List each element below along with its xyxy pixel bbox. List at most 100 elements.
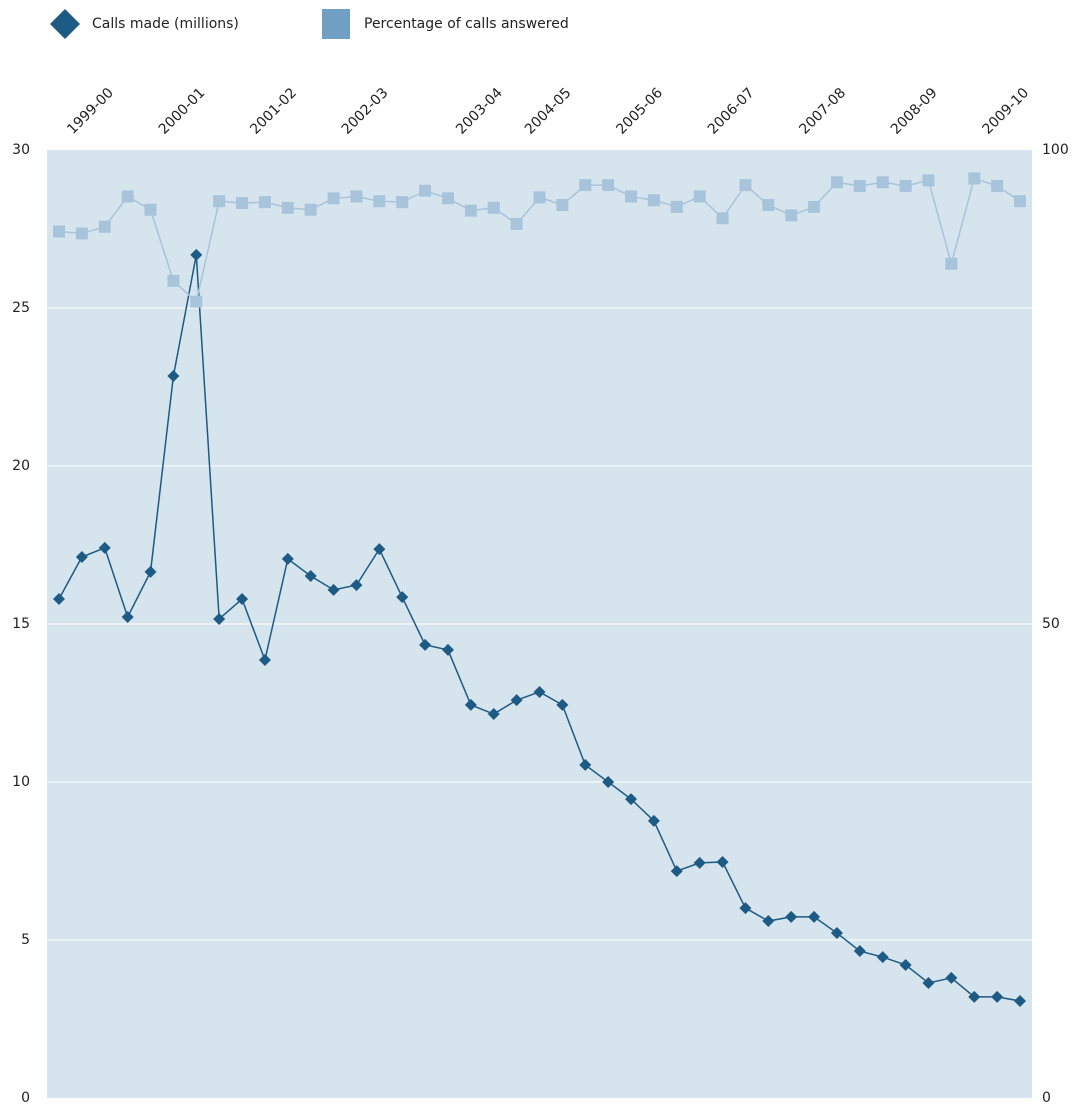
y-tick-label: 5: [21, 932, 30, 948]
y-tick-label: 10: [12, 774, 30, 790]
x-tick-label: 2004-05: [522, 85, 575, 138]
marker: [121, 611, 134, 624]
marker: [968, 990, 981, 1003]
marker: [373, 195, 386, 208]
x-tick-label: 2005-06: [613, 85, 666, 138]
marker: [808, 200, 821, 213]
marker: [922, 976, 935, 989]
marker: [190, 295, 203, 308]
y-tick-label: 30: [12, 142, 30, 158]
marker: [167, 369, 180, 382]
marker: [762, 915, 775, 928]
marker: [945, 257, 958, 270]
marker: [121, 190, 134, 203]
marker: [98, 220, 111, 233]
marker: [258, 196, 271, 209]
marker: [75, 227, 88, 240]
marker: [579, 758, 592, 771]
marker: [419, 638, 432, 651]
y-tick-label: 0: [21, 1090, 30, 1105]
y-tick-label: 25: [12, 300, 30, 316]
marker: [327, 583, 340, 596]
marker: [830, 927, 843, 940]
marker: [991, 180, 1004, 193]
marker: [98, 541, 111, 554]
x-tick-label: 2000-01: [156, 85, 209, 138]
marker: [487, 708, 500, 721]
marker: [396, 591, 409, 604]
marker: [602, 179, 615, 192]
marker: [762, 198, 775, 211]
marker: [144, 203, 157, 216]
legend-label: Calls made (millions): [92, 16, 239, 32]
marker: [785, 209, 798, 222]
marker: [579, 179, 592, 192]
marker: [510, 217, 523, 230]
marker: [647, 814, 660, 827]
x-tick-label: 2009-10: [979, 85, 1032, 138]
marker: [853, 945, 866, 958]
marker: [464, 698, 477, 711]
marker: [533, 191, 546, 204]
x-tick-label: 2003-04: [453, 85, 506, 138]
marker: [441, 192, 454, 205]
marker: [991, 990, 1004, 1003]
x-tick-label: 2007-08: [796, 85, 849, 138]
marker: [510, 694, 523, 707]
marker: [350, 190, 363, 203]
marker: [716, 855, 729, 868]
marker: [53, 593, 65, 606]
marker: [922, 174, 935, 187]
marker: [236, 593, 249, 606]
marker: [876, 176, 889, 189]
x-tick-label: 1999-00: [64, 85, 117, 138]
marker: [830, 176, 843, 189]
marker: [647, 194, 660, 207]
marker: [53, 225, 65, 238]
marker: [899, 958, 912, 971]
marker: [602, 776, 615, 788]
marker: [281, 201, 294, 214]
marker: [258, 654, 271, 667]
x-tick-label: 2002-03: [339, 85, 392, 138]
marker: [716, 212, 729, 225]
marker: [213, 195, 226, 208]
marker: [625, 190, 638, 203]
marker: [625, 793, 638, 806]
marker: [945, 971, 958, 984]
marker: [190, 248, 203, 261]
marker: [693, 856, 706, 869]
marker: [350, 579, 363, 592]
marker: [236, 197, 249, 210]
x-tick-label: 2006-07: [705, 85, 758, 138]
marker: [144, 565, 157, 578]
marker: [739, 902, 752, 915]
marker: [373, 543, 386, 556]
x-tick-label: 2008-09: [888, 85, 941, 138]
marker: [441, 643, 454, 656]
marker: [670, 865, 683, 878]
x-tick-label: 2001-02: [247, 85, 300, 138]
marker: [853, 180, 866, 193]
marker: [213, 612, 226, 625]
y2-tick-label: 100: [1042, 142, 1069, 158]
legend-label: Percentage of calls answered: [364, 16, 569, 32]
marker: [1014, 994, 1026, 1007]
marker: [487, 201, 500, 214]
marker: [739, 179, 752, 192]
y-tick-label: 20: [12, 458, 30, 474]
marker: [419, 184, 432, 197]
marker: [304, 569, 317, 582]
y2-tick-label: 0: [1042, 1090, 1051, 1105]
marker: [304, 203, 317, 216]
marker: [167, 274, 180, 287]
marker: [75, 551, 88, 564]
y-tick-label: 15: [12, 616, 30, 632]
marker: [968, 172, 981, 185]
marker: [899, 180, 912, 193]
legend-swatch: [322, 9, 350, 39]
marker: [1014, 195, 1026, 208]
legend-swatch: [50, 9, 80, 39]
y2-tick-label: 50: [1042, 616, 1060, 632]
